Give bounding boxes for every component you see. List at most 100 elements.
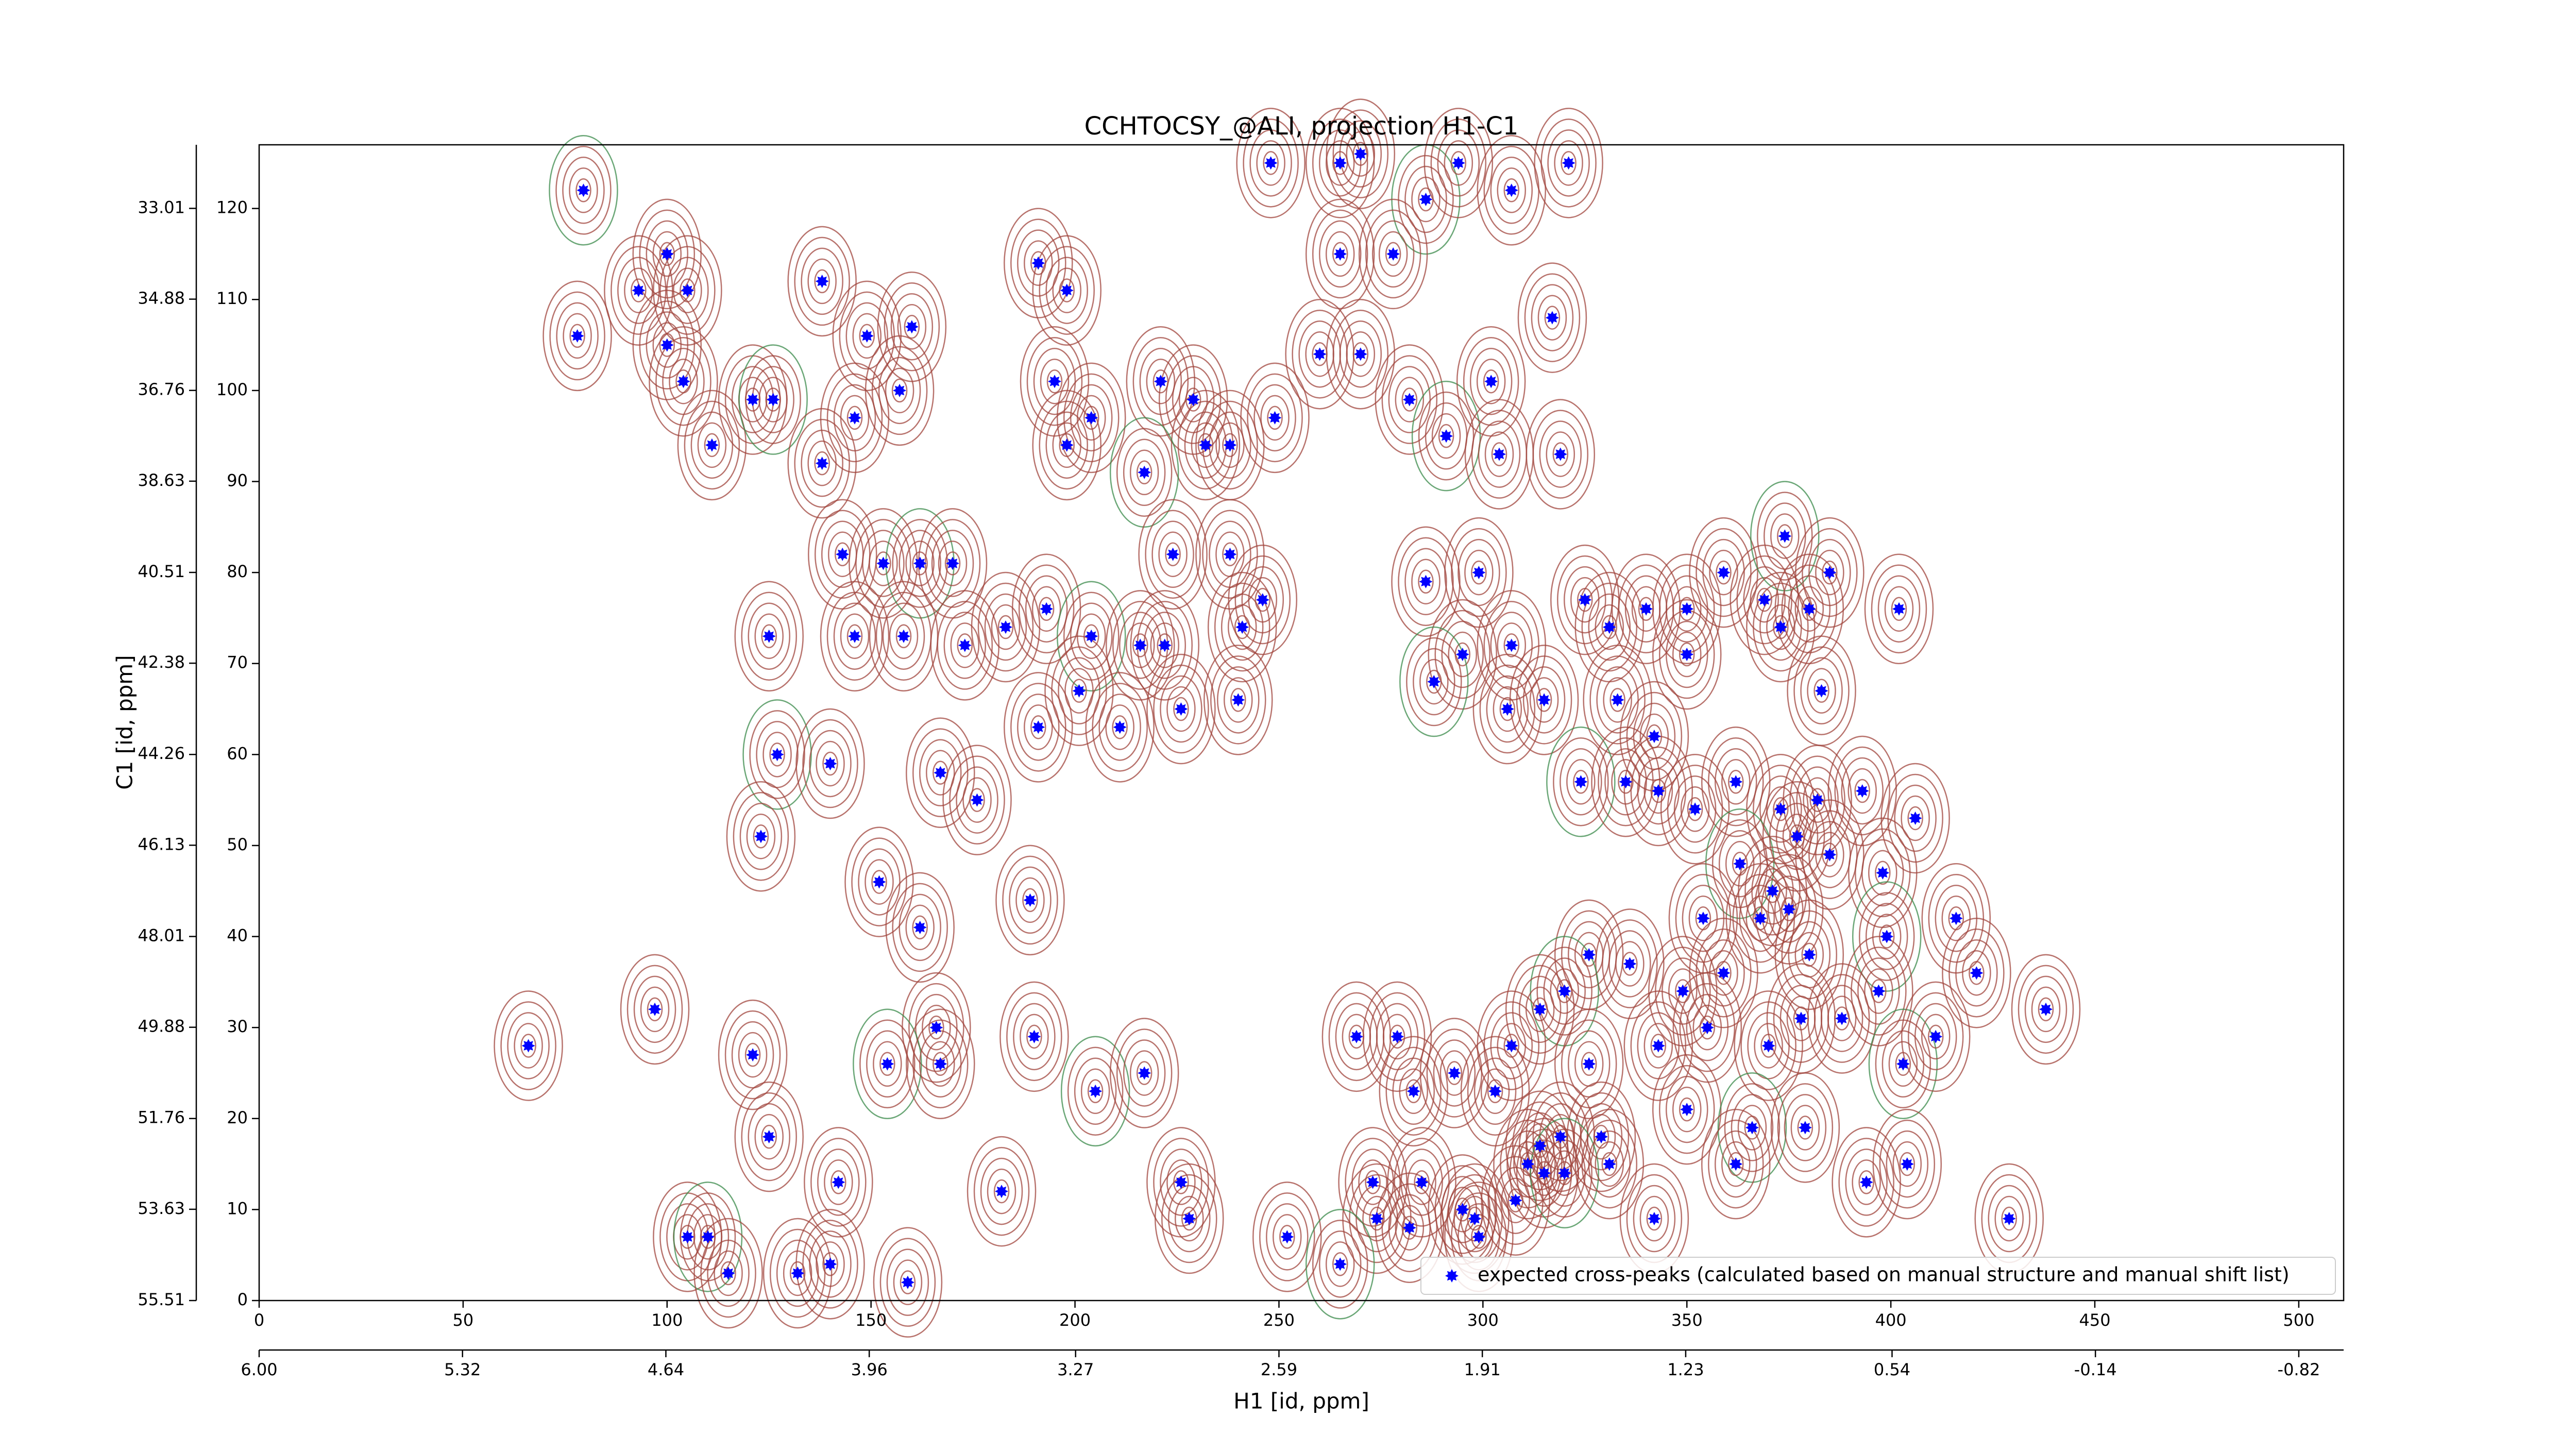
contour: [1026, 336, 1083, 426]
contour: [1790, 1105, 1820, 1151]
contour: [1418, 569, 1434, 594]
contour: [1476, 358, 1506, 404]
contour: [1714, 748, 1757, 816]
contour: [1591, 727, 1660, 837]
contour: [1318, 220, 1362, 288]
contour: [1687, 797, 1703, 821]
contour: [1332, 242, 1348, 266]
peak-marker: [1231, 693, 1245, 707]
contour: [1045, 411, 1088, 479]
contour: [1312, 209, 1368, 299]
contour: [1463, 336, 1519, 426]
contour: [969, 788, 985, 812]
peak-marker: [901, 1275, 914, 1289]
contour: [1312, 1220, 1368, 1309]
contour: [1725, 841, 1755, 887]
contour: [1574, 932, 1604, 978]
peak-marker: [832, 1175, 845, 1189]
peak-marker: [848, 629, 861, 643]
contour: [1385, 242, 1401, 266]
contour: [1526, 399, 1596, 510]
contour: [885, 367, 914, 414]
peak-marker: [1790, 830, 1804, 843]
contour: [890, 293, 934, 361]
contour: [928, 1015, 944, 1040]
peak-marker: [1333, 1257, 1347, 1271]
contour: [1070, 602, 1113, 670]
contour: [1123, 438, 1166, 507]
chart-title: CCHTOCSY_@ALI, projection H1-C1: [1084, 112, 1519, 141]
contour: [1770, 1072, 1840, 1183]
peak-marker: [1027, 1030, 1041, 1043]
contour: [556, 302, 599, 370]
contour: [1195, 499, 1265, 610]
contour: [514, 1023, 543, 1069]
peak-marker: [1908, 811, 1922, 825]
peak-marker: [1133, 638, 1147, 652]
contour: [1537, 295, 1567, 341]
peak-marker: [762, 629, 776, 643]
contour: [995, 845, 1065, 956]
contour: [549, 135, 618, 246]
peak-marker: [1333, 156, 1347, 170]
x2-tick-label: 4.64: [648, 1360, 684, 1379]
peak-marker: [1553, 1130, 1567, 1144]
contour: [1877, 575, 1921, 643]
contour: [1395, 1205, 1425, 1251]
x-tick-label: 450: [2079, 1310, 2110, 1330]
peak-marker: [632, 283, 646, 297]
contour: [640, 986, 670, 1033]
contour: [748, 1103, 790, 1171]
peak-marker: [746, 1048, 760, 1062]
contour: [1413, 648, 1455, 716]
peak-marker: [1268, 411, 1282, 425]
contour: [846, 624, 863, 648]
contour: [1509, 645, 1579, 755]
contour: [1573, 1092, 1630, 1182]
peak-marker: [1892, 602, 1906, 616]
peak-marker: [1174, 702, 1188, 716]
x2-tick-label: 6.00: [241, 1360, 277, 1379]
contour: [1487, 1156, 1544, 1245]
contour: [1650, 779, 1667, 803]
contour: [802, 719, 858, 808]
contour: [1827, 735, 1897, 847]
contour: [1105, 590, 1175, 701]
contour: [769, 743, 785, 767]
contour: [1358, 1159, 1387, 1205]
peak-marker: [1484, 375, 1498, 389]
contour: [1255, 587, 1271, 612]
peak-marker: [1235, 620, 1249, 634]
legend-label: expected cross-peaks (calculated based o…: [1478, 1263, 2290, 1286]
contour: [1339, 120, 1382, 188]
contour: [604, 235, 673, 346]
contour: [1886, 1130, 1929, 1198]
peak-marker: [1370, 1212, 1384, 1225]
y2-tick-label: 44.26: [138, 744, 185, 763]
contour: [1038, 597, 1055, 621]
peak-marker: [660, 338, 674, 352]
contour: [1864, 968, 1893, 1014]
contour: [1646, 1206, 1663, 1231]
peak-marker: [815, 274, 829, 288]
contour: [1539, 420, 1582, 488]
peak-marker: [1872, 984, 1886, 998]
peak-marker: [1415, 1175, 1429, 1189]
contour: [938, 541, 968, 586]
peak-marker: [1929, 1030, 1943, 1043]
contour: [1746, 754, 1816, 865]
contour: [1550, 968, 1579, 1014]
contour: [1165, 355, 1222, 444]
contour: [1732, 873, 1789, 963]
contour: [1059, 433, 1075, 458]
contour: [1609, 688, 1625, 712]
contour: [1217, 666, 1260, 734]
contour: [1087, 1079, 1104, 1104]
contour: [1757, 492, 1813, 581]
contour: [1756, 587, 1772, 612]
contour: [1240, 362, 1310, 474]
peak-marker: [1402, 393, 1416, 407]
contour: [1554, 1008, 1624, 1120]
contour: [1832, 1127, 1901, 1238]
contour: [895, 624, 912, 648]
